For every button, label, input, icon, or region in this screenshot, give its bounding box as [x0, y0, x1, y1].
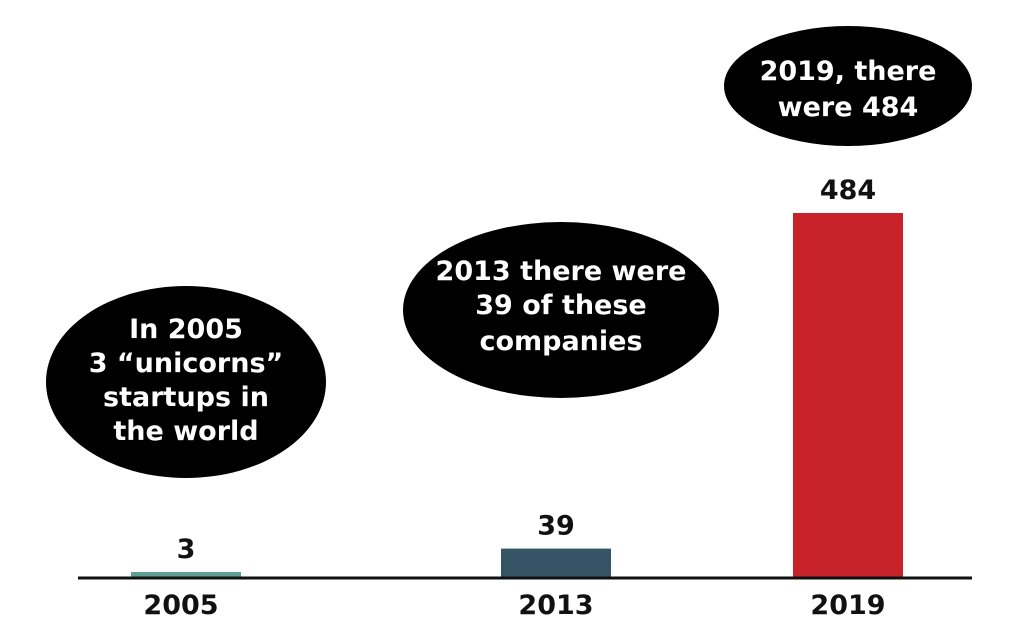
- data-label-2005: 3: [177, 534, 196, 565]
- bar-2005: [131, 572, 241, 578]
- annotation-text-2005-line-4: the world: [113, 416, 258, 447]
- annotation-text-2013-line-1: 2013 there were: [436, 256, 687, 287]
- annotation-text-2013-line-3: companies: [479, 326, 642, 357]
- annotation-bubble-2005: In 2005 3 “unicorns” startups in the wor…: [46, 286, 326, 478]
- bar-2013: [501, 548, 611, 578]
- annotation-bubble-shape: [403, 222, 719, 398]
- x-tick-label-2005: 2005: [143, 590, 218, 621]
- annotation-text-2005-line-3: startups in: [103, 382, 269, 413]
- annotation-bubble-2013: 2013 there were 39 of these companies: [403, 222, 719, 398]
- annotation-text-2005-line-2: 3 “unicorns”: [89, 348, 284, 379]
- annotation-bubble-shape: [46, 286, 326, 478]
- annotation-bubble-shape: [724, 26, 972, 146]
- x-tick-label-2019: 2019: [810, 590, 885, 621]
- data-label-2013: 39: [537, 511, 575, 542]
- value-labels: 3 39 484: [177, 175, 877, 565]
- annotation-text-2019-line-2: were 484: [778, 92, 919, 123]
- bar-2019: [793, 213, 903, 578]
- x-axis-ticks: 2005 2013 2019: [143, 590, 885, 621]
- data-label-2019: 484: [820, 175, 876, 206]
- annotation-text-2013-line-2: 39 of these: [475, 290, 647, 321]
- annotation-bubble-2019: 2019, there were 484: [724, 26, 972, 146]
- annotation-text-2005-line-1: In 2005: [129, 314, 243, 345]
- bars: [131, 213, 903, 578]
- annotation-text-2019-line-1: 2019, there: [760, 56, 937, 87]
- x-tick-label-2013: 2013: [518, 590, 593, 621]
